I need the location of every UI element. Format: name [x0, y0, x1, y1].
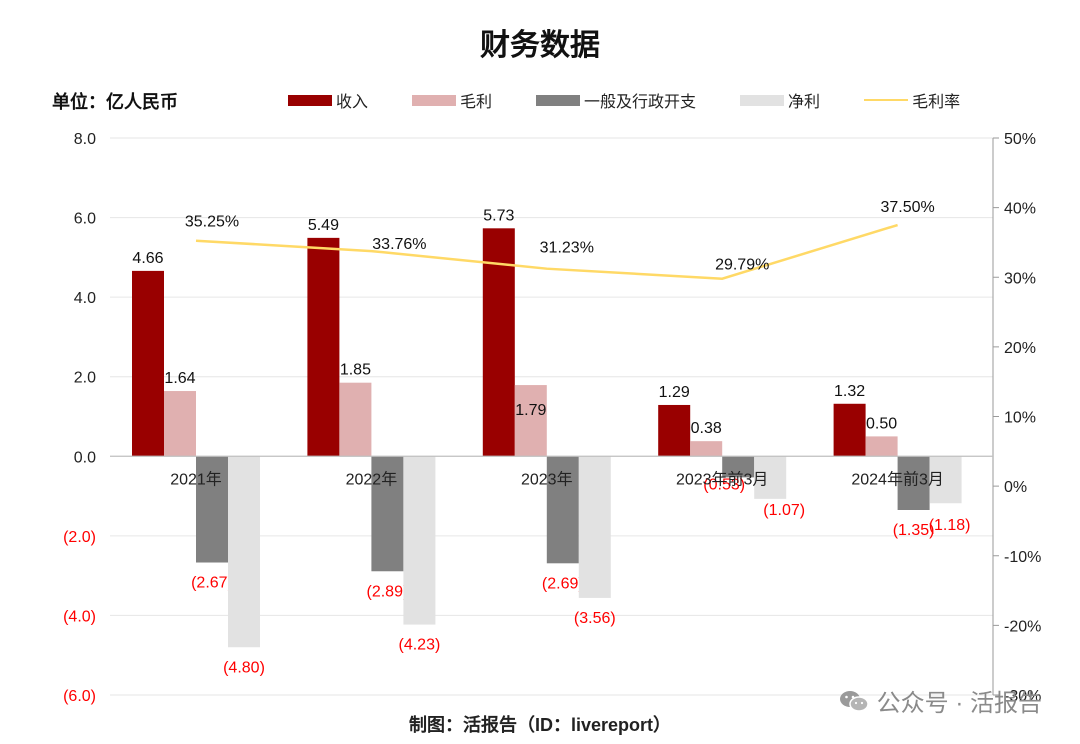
- data-label-net-profit: (3.56): [574, 610, 616, 627]
- bar-net-profit: [929, 456, 962, 504]
- legend-item-margin: 毛利率: [864, 88, 960, 112]
- data-label-net-profit: (1.18): [929, 517, 971, 534]
- y-left-tick-label: 6.0: [74, 211, 96, 228]
- y-right-tick-label: 10%: [1004, 410, 1036, 427]
- data-label-ga-expense: (2.69): [542, 575, 584, 592]
- x-tick-label: 2021年: [170, 470, 222, 488]
- y-left-tick-label: (6.0): [63, 688, 96, 705]
- x-tick-label: 2022年: [346, 470, 398, 488]
- y-right-tick-label: 30%: [1004, 270, 1036, 287]
- legend-label-ga-expense: 一般及行政开支: [584, 94, 697, 111]
- bar-gross-profit: [514, 385, 547, 457]
- y-right-tick-label: 0%: [1004, 479, 1027, 496]
- bar-ga-expense: [897, 456, 930, 510]
- line-point-label: 31.23%: [540, 240, 594, 257]
- bar-ga-expense: [722, 456, 755, 478]
- data-label-revenue: 5.73: [483, 207, 514, 224]
- data-label-ga-expense: (2.67): [191, 575, 233, 592]
- x-tick-label: 2024年前3月: [851, 470, 944, 488]
- data-label-gross-profit: 1.85: [340, 362, 371, 379]
- data-label-revenue: 4.66: [132, 250, 163, 267]
- bar-revenue: [482, 228, 515, 457]
- legend-label-net-profit: 净利: [788, 94, 821, 111]
- legend-swatch-gross-profit: [412, 94, 457, 106]
- line-point-label: 37.50%: [880, 199, 934, 216]
- legend-swatch-margin: [864, 99, 909, 101]
- data-label-gross-profit: 0.50: [866, 415, 897, 432]
- bar-net-profit: [754, 456, 787, 499]
- data-label-gross-profit: 1.79: [515, 402, 546, 419]
- y-left-tick-label: 8.0: [74, 131, 96, 148]
- legend: 收入 毛利 一般及行政开支 净利 毛利率: [288, 88, 1004, 112]
- unit-label: 单位：亿人民币: [52, 92, 178, 112]
- legend-swatch-net-profit: [740, 94, 785, 106]
- x-tick-label: 2023年前3月: [676, 470, 769, 488]
- data-label-net-profit: (4.80): [223, 659, 265, 676]
- data-label-ga-expense: (2.89): [367, 583, 409, 600]
- data-label-gross-profit: 1.64: [164, 370, 195, 387]
- bar-gross-profit: [164, 391, 196, 457]
- legend-swatch-ga-expense: [536, 94, 581, 106]
- legend-label-revenue: 收入: [336, 94, 369, 111]
- data-label-net-profit: (4.23): [399, 637, 441, 654]
- y-right-tick-label: 40%: [1004, 201, 1036, 218]
- source-credit: 制图：活报告（ID：livereport）: [408, 715, 672, 735]
- bar-ga-expense: [196, 456, 228, 563]
- y-left-tick-label: (4.0): [63, 608, 96, 625]
- line-point-label: 33.76%: [372, 236, 426, 253]
- data-label-ga-expense: (1.35): [893, 522, 935, 539]
- legend-item-revenue: 收入: [288, 88, 368, 112]
- bar-gross-profit: [339, 382, 372, 457]
- data-label-net-profit: (1.07): [763, 502, 805, 519]
- y-right-tick-label: -30%: [1004, 688, 1041, 705]
- bar-net-profit: [578, 456, 611, 598]
- y-left-tick-label: 2.0: [74, 370, 96, 387]
- data-label-revenue: 5.49: [308, 217, 339, 234]
- line-series-margin: [195, 223, 898, 280]
- data-label-revenue: 1.32: [834, 383, 865, 400]
- y-right-tick-label: -20%: [1004, 618, 1041, 635]
- legend-item-gross-profit: 毛利: [412, 88, 492, 112]
- line-point-label: 35.25%: [185, 214, 239, 231]
- bar-ga-expense: [371, 456, 404, 572]
- bar-ga-expense: [546, 456, 579, 564]
- bar-revenue: [833, 403, 866, 457]
- watermark-text: 公众号 · 活报告: [876, 690, 1042, 717]
- data-label-revenue: 1.29: [659, 384, 690, 401]
- bar-net-profit: [228, 456, 260, 648]
- y-right-tick-label: -10%: [1004, 549, 1041, 566]
- bar-gross-profit: [690, 441, 723, 457]
- legend-label-margin: 毛利率: [912, 94, 961, 111]
- bar-net-profit: [403, 456, 436, 625]
- bar-revenue: [658, 404, 691, 457]
- y-right-tick-label: 50%: [1004, 131, 1036, 148]
- bar-revenue: [132, 270, 164, 457]
- legend-label-gross-profit: 毛利: [460, 94, 493, 111]
- chart-title: 财务数据: [480, 29, 600, 62]
- line-point-label: 29.79%: [715, 257, 769, 274]
- bar-revenue: [307, 237, 340, 457]
- data-label-gross-profit: 0.38: [691, 420, 722, 437]
- legend-item-net-profit: 净利: [740, 88, 820, 112]
- x-tick-label: 2023年: [521, 470, 573, 488]
- y-left-tick-label: 4.0: [74, 290, 96, 307]
- legend-swatch-revenue: [288, 94, 332, 106]
- y-left-tick-label: (2.0): [63, 529, 96, 546]
- wechat-icon: [839, 690, 869, 712]
- y-left-tick-label: 0.0: [74, 449, 96, 466]
- bar-gross-profit: [865, 436, 898, 457]
- y-right-tick-label: 20%: [1004, 340, 1036, 357]
- watermark: 公众号 · 活报告: [839, 683, 1042, 718]
- legend-item-ga-expense: 一般及行政开支: [536, 88, 696, 112]
- data-label-ga-expense: (0.53): [703, 476, 745, 493]
